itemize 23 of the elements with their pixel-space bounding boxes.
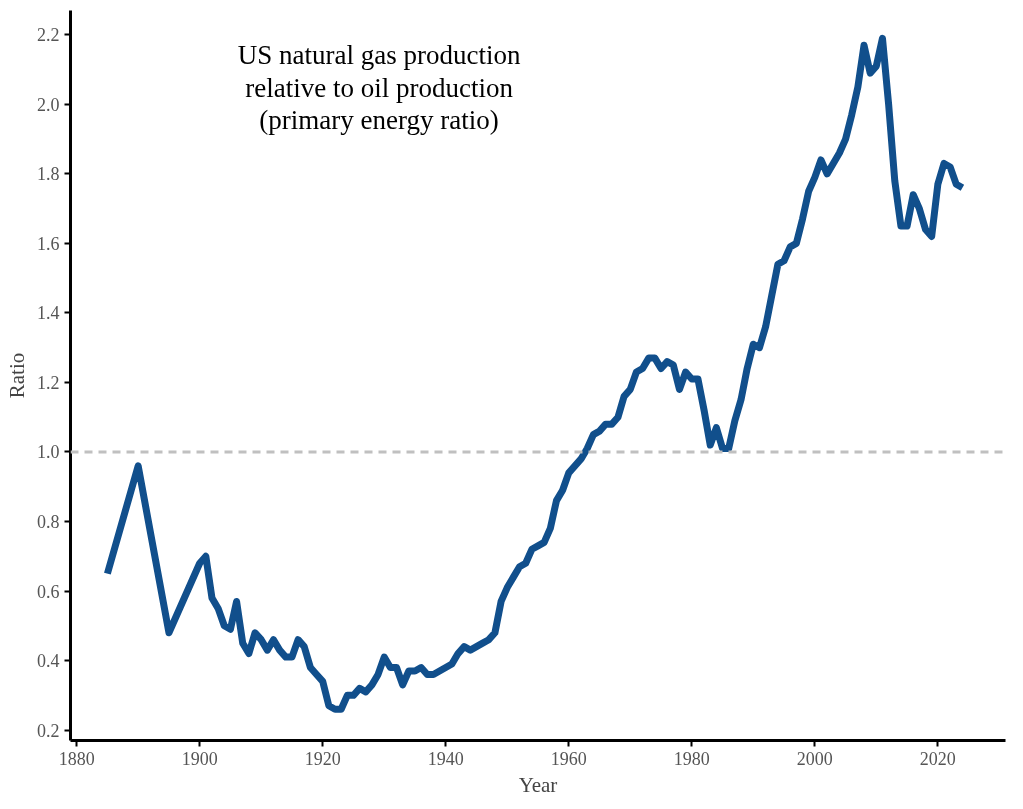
y-tick-label: 0.4 bbox=[37, 651, 60, 672]
y-tick-label: 1.4 bbox=[37, 303, 60, 324]
x-tick-label: 1920 bbox=[304, 748, 341, 769]
text: (primary energy ratio) bbox=[259, 105, 499, 136]
y-tick-label: 1.0 bbox=[37, 442, 60, 463]
y-tick-label: 2.0 bbox=[37, 94, 60, 115]
y-tick-label: 1.2 bbox=[37, 372, 60, 393]
y-tick-label: 0.8 bbox=[37, 512, 60, 532]
x-tick-label: 1880 bbox=[58, 748, 95, 769]
x-tick-label: 1960 bbox=[550, 748, 587, 769]
y-tick-label: 1.8 bbox=[37, 164, 60, 185]
x-tick-label: 1940 bbox=[427, 748, 464, 769]
y-tick-label: 2.2 bbox=[37, 25, 60, 46]
x-tick-label: 1980 bbox=[673, 748, 710, 769]
x-tick-label: 2000 bbox=[796, 748, 833, 769]
x-axis-title: Year bbox=[518, 772, 558, 797]
y-axis-title: Ratio bbox=[5, 352, 29, 399]
text: US natural gas production relative to oil production bbox=[237, 39, 521, 103]
y-tick-label: 0.6 bbox=[37, 581, 60, 602]
y-tick-label: 1.6 bbox=[37, 233, 60, 254]
x-tick-label: 1900 bbox=[181, 748, 218, 769]
y-tick-label: 0.2 bbox=[37, 720, 60, 741]
x-tick-label: 2020 bbox=[919, 748, 956, 769]
